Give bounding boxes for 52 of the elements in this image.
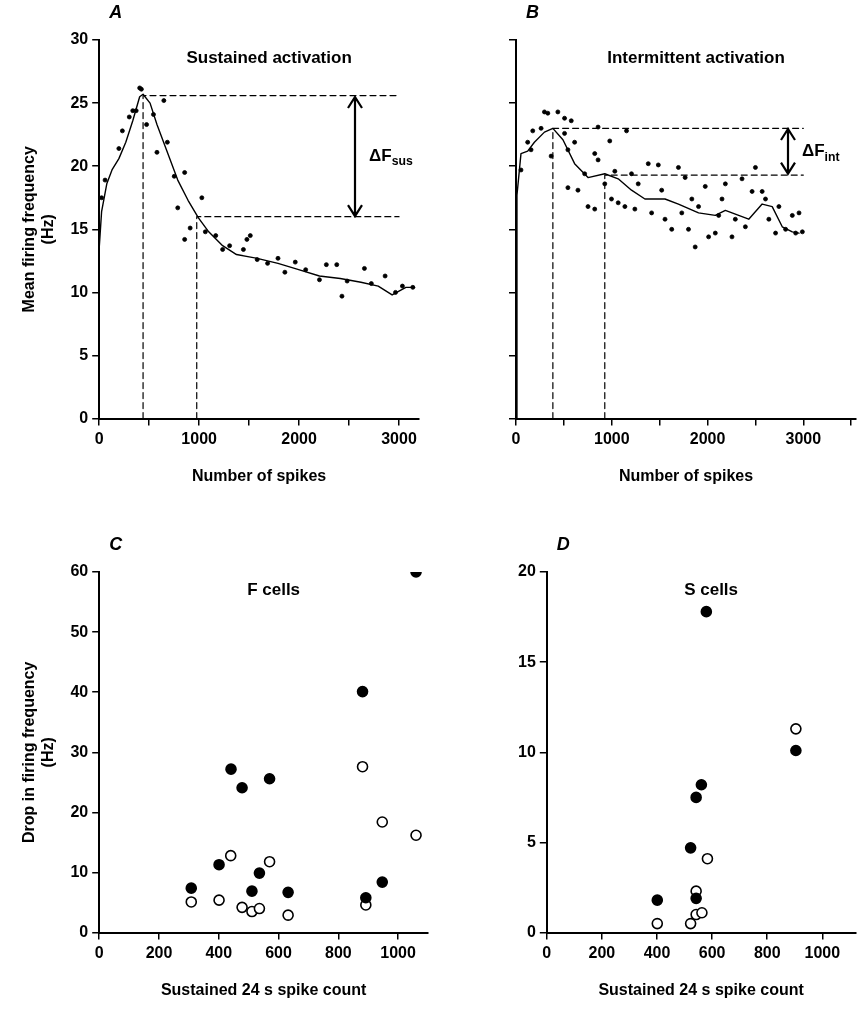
y-tick-label: 20 <box>518 562 536 580</box>
y-tick-label: 20 <box>70 156 89 174</box>
x-axis-title: Sustained 24 s spike count <box>598 980 805 998</box>
annotation: Intermittent activation <box>607 48 785 68</box>
y-tick-label: 50 <box>70 622 89 640</box>
chart-title: A <box>108 2 123 22</box>
y-tick-label: 0 <box>526 923 536 941</box>
y-tick-label: 15 <box>518 652 536 670</box>
x-tick-label: 1000 <box>593 429 630 447</box>
x-tick-label: 1000 <box>804 943 841 961</box>
y-tick-label: 0 <box>79 923 89 941</box>
x-tick-label: 0 <box>94 429 104 447</box>
x-tick-label: 800 <box>753 943 781 961</box>
x-axis-title: Number of spikes <box>618 466 754 484</box>
x-tick-label: 400 <box>643 943 671 961</box>
y-tick-label: 25 <box>70 93 89 111</box>
x-tick-label: 200 <box>588 943 616 961</box>
y-axis-title: Drop in firing frequency (Hz) <box>20 661 57 843</box>
x-tick-label: 2000 <box>281 429 317 447</box>
y-tick-label: 60 <box>70 562 89 580</box>
x-tick-label: 0 <box>542 943 552 961</box>
x-tick-label: 0 <box>94 943 104 961</box>
chart-title: B <box>526 2 539 22</box>
y-tick-label: 20 <box>70 802 89 820</box>
x-axis-title: Sustained 24 s spike count <box>160 980 367 998</box>
y-tick-label: 5 <box>526 832 536 850</box>
x-tick-label: 200 <box>145 943 173 961</box>
x-tick-label: 600 <box>265 943 292 961</box>
y-tick-label: 30 <box>70 30 89 48</box>
x-tick-label: 3000 <box>381 429 417 447</box>
x-axis-title: Number of spikes <box>191 466 327 484</box>
annotation: Sustained activation <box>186 48 352 68</box>
y-tick-label: 10 <box>70 862 89 880</box>
x-tick-label: 800 <box>324 943 352 961</box>
annotation: F cells <box>247 580 301 600</box>
y-tick-label: 10 <box>518 742 536 760</box>
x-tick-label: 600 <box>698 943 726 961</box>
x-tick-label: 1000 <box>181 429 218 447</box>
x-tick-label: 1000 <box>380 943 417 961</box>
y-tick-label: 30 <box>70 742 89 760</box>
y-tick-label: 10 <box>70 282 89 300</box>
x-tick-label: 2000 <box>689 429 726 447</box>
y-tick-label: 0 <box>79 409 89 427</box>
y-tick-label: 40 <box>70 682 89 700</box>
y-tick-label: 15 <box>70 219 89 237</box>
chart-title: D <box>556 534 570 554</box>
y-tick-label: 5 <box>79 345 89 363</box>
chart-title: C <box>109 534 124 554</box>
x-tick-label: 400 <box>205 943 233 961</box>
annotation: S cells <box>684 580 739 600</box>
x-tick-label: 3000 <box>785 429 822 447</box>
y-axis-title: Mean firing frequency (Hz) <box>20 146 57 313</box>
